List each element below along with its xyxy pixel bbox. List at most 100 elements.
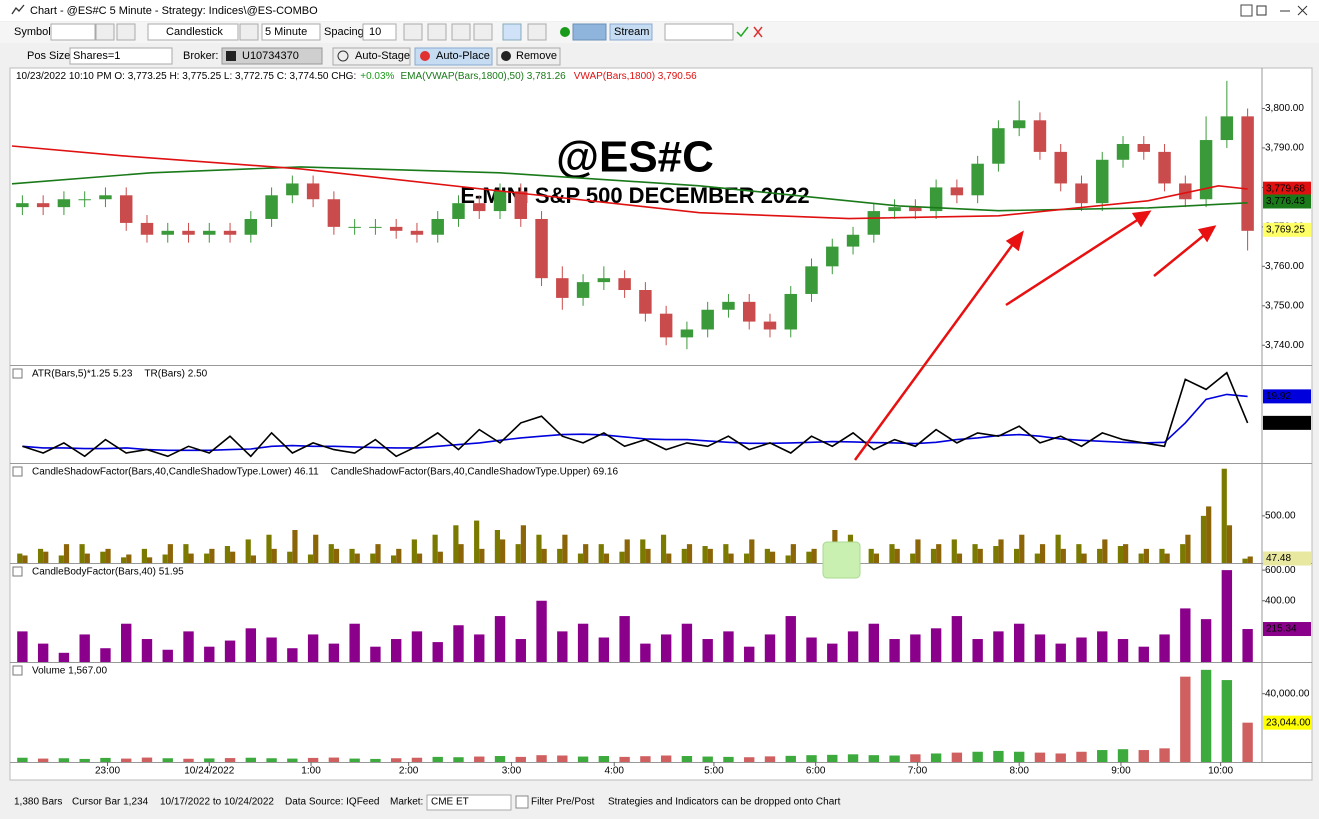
cancel-button[interactable] [753,26,763,38]
x-tick-label: 1:00 [301,766,321,777]
bar [847,754,859,762]
symbol-input[interactable] [50,23,96,41]
y-tick-label: 40,000.00 [1265,688,1310,699]
bar [1019,534,1025,563]
bar [307,554,314,563]
candle-body [78,199,91,201]
refresh-button[interactable] [116,23,136,41]
remove-button[interactable] [496,47,561,66]
pane-toggle[interactable] [12,368,23,379]
bar [328,544,334,563]
accept-button[interactable] [736,26,749,38]
app-icon [11,4,25,15]
candle-body [909,207,922,212]
bar [536,534,542,563]
bar [1242,722,1253,762]
x-tick-label: 7:00 [908,766,928,777]
toolbar-button[interactable] [403,23,423,41]
candle-body [826,246,839,267]
interval-dropdown[interactable] [261,23,321,41]
bar [1034,752,1046,762]
market-dropdown[interactable] [426,794,512,811]
price-tag-label: 215.34 [1266,624,1297,635]
pos-size-label: Pos Size: [27,50,73,62]
link-button[interactable] [95,23,115,41]
bar [1123,544,1129,563]
pos-size-dropdown[interactable] [69,47,173,65]
bar [1200,515,1207,563]
stream-label: Stream [614,26,649,38]
toolbar-button[interactable] [427,23,447,41]
bar [1097,750,1108,762]
legend-entry: CandleBodyFactor(Bars,40) 51.95 [32,567,184,578]
bar [245,757,257,762]
bar [894,548,900,563]
auto-stage-icon [337,50,349,62]
bar [84,553,90,563]
bar [432,642,443,662]
bar [1242,629,1253,662]
toolbar [0,22,1319,43]
candle-body [888,207,901,212]
bar [666,553,672,563]
bar [79,758,90,762]
candle-body [119,195,133,223]
price-tag-label: 19.92 [1266,391,1291,402]
bar [58,758,70,762]
bar [141,757,153,762]
stream-button[interactable] [609,23,653,41]
bar [681,756,693,762]
status-item: Strategies and Indicators can be dropped… [608,797,841,808]
toolbar-button[interactable] [451,23,471,41]
bar [764,548,770,563]
bar [889,639,900,662]
plot-area: @ES#CE-MINI S&P 500 DECEMBER 2022 3,740.0… [11,80,1311,777]
auto-place-button[interactable] [414,47,493,66]
bar [141,639,153,662]
pane-toggle[interactable] [12,566,23,577]
indicator-line [11,166,1248,212]
pane-toggle[interactable] [12,466,23,477]
bar [266,758,277,762]
spacing-input[interactable] [362,23,397,41]
candle-body [867,211,881,235]
strategy-dropdown[interactable] [664,23,734,41]
bar [1117,749,1129,762]
settings-button[interactable] [239,23,259,41]
bar [1060,548,1066,563]
bar [723,631,734,662]
candle-body [1220,116,1234,141]
y-tick-label: 3,740.00 [1265,340,1304,351]
candle-body [369,226,382,228]
bar [910,553,916,563]
stream-dropdown[interactable] [572,23,607,41]
restore-button[interactable] [1256,5,1267,16]
cursor-button[interactable] [502,23,522,41]
bar [557,548,563,563]
toolbar-button[interactable] [473,23,493,41]
bar [1159,634,1170,662]
bar [562,534,568,563]
chart-style-dropdown[interactable] [147,23,239,41]
status-items: 1,380 Bars Cursor Bar 1,234 10/17/2022 to … [14,797,841,808]
candle-body [659,313,673,338]
bar [121,623,132,662]
bar [847,631,859,662]
filter-checkbox[interactable] [515,795,529,809]
bar [956,553,963,563]
bar [1055,534,1061,563]
close-button[interactable] [1297,5,1308,16]
bar [63,544,70,563]
bar [17,757,28,762]
window-title: Chart - @ES#C 5 Minute - Strategy: Indic… [30,5,318,17]
bar [390,639,402,662]
crosshair-button[interactable] [527,23,547,41]
bar [162,649,173,662]
candle-body [306,183,320,200]
bar [453,525,459,563]
broker-dropdown[interactable] [221,47,323,65]
pane-toggle[interactable] [12,665,23,676]
window-pin[interactable] [1240,4,1253,17]
auto-stage-button[interactable] [332,47,411,66]
bar [17,553,23,563]
